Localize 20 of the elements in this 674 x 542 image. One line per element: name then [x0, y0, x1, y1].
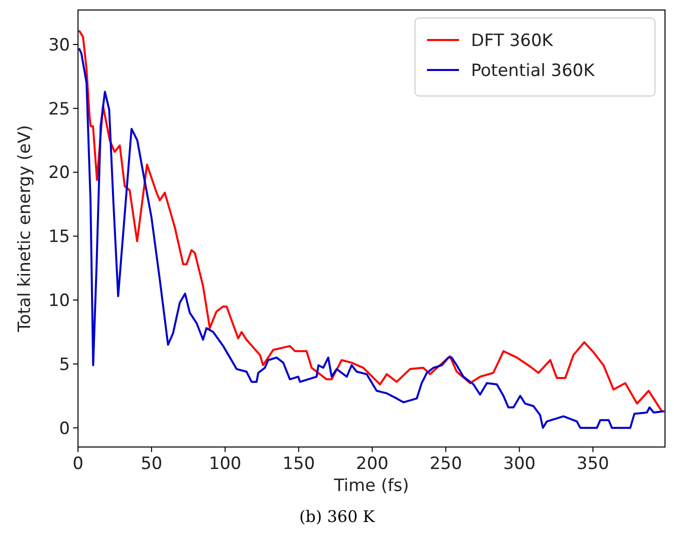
y-axis-title: Total kinetic energy (eV) [15, 124, 35, 334]
x-tick-label: 200 [356, 454, 388, 474]
y-tick-label: 10 [48, 291, 70, 312]
x-tick-label: 0 [72, 454, 84, 474]
x-tick-label: 350 [576, 454, 610, 474]
x-tick-label: 150 [282, 454, 315, 474]
x-axis-title: Time (fs) [332, 476, 410, 496]
x-tick-label: 300 [503, 454, 536, 474]
y-tick-label: 30 [48, 35, 70, 56]
x-tick-label: 100 [208, 454, 242, 474]
legend-label: Potential 360K [471, 60, 596, 81]
x-tick-label: 50 [140, 454, 162, 474]
text: (b) 360 K [299, 507, 376, 526]
x-tick-label: 250 [430, 454, 462, 474]
y-tick-label: 15 [48, 227, 70, 248]
y-tick-label: 5 [59, 354, 70, 375]
y-tick-label: 25 [48, 99, 70, 120]
y-tick-label: 0 [59, 418, 70, 439]
legend-label: DFT 360K [471, 30, 554, 51]
y-tick-label: 20 [48, 163, 70, 184]
